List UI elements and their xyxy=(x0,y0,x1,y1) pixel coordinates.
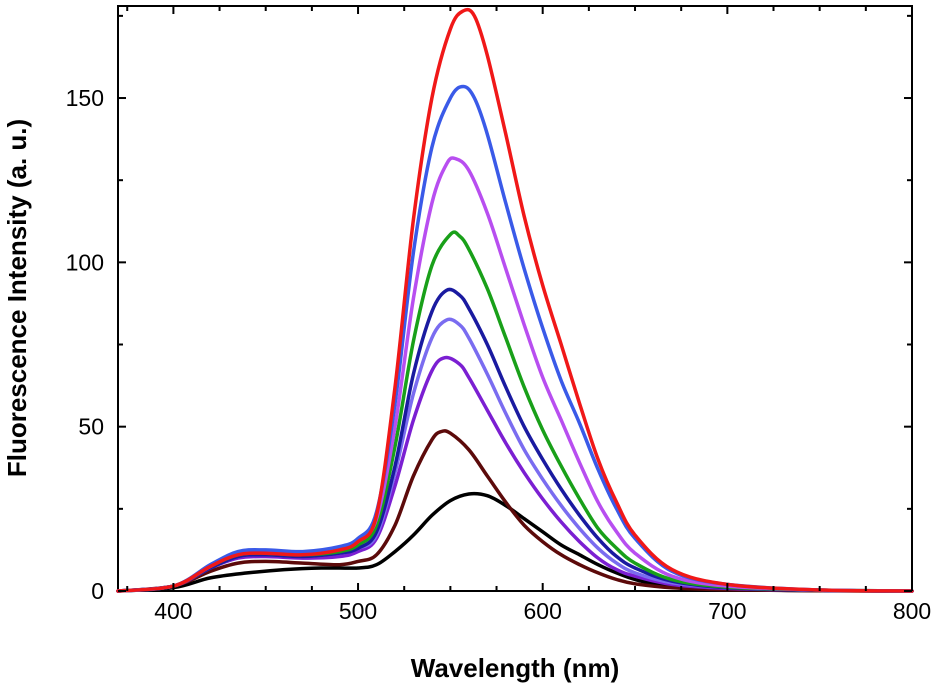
series-line-8 xyxy=(116,84,914,593)
series-layer xyxy=(116,7,914,593)
x-tick-label: 700 xyxy=(708,598,746,624)
y-tick-label: 150 xyxy=(66,85,104,111)
x-axis: 400 500 600 700 800 xyxy=(126,6,931,624)
series-line-9 xyxy=(116,7,914,593)
x-axis-title: Wavelength (nm) xyxy=(411,653,619,683)
y-tick-label: 50 xyxy=(78,414,104,440)
series-line-7 xyxy=(116,156,914,593)
plot-frame xyxy=(117,5,913,592)
series-line-2 xyxy=(116,429,914,593)
series-line-1 xyxy=(116,491,914,593)
y-axis: 0 50 100 150 xyxy=(66,14,912,604)
y-axis-title: Fluorescence Intensity (a. u.) xyxy=(2,119,32,477)
y-tick-label: 0 xyxy=(91,578,104,604)
x-tick-label: 500 xyxy=(339,598,377,624)
x-tick-label: 600 xyxy=(524,598,562,624)
x-tick-label: 800 xyxy=(893,598,931,624)
y-tick-label: 100 xyxy=(66,249,104,275)
x-tick-label: 400 xyxy=(154,598,192,624)
series-line-5 xyxy=(116,287,914,593)
